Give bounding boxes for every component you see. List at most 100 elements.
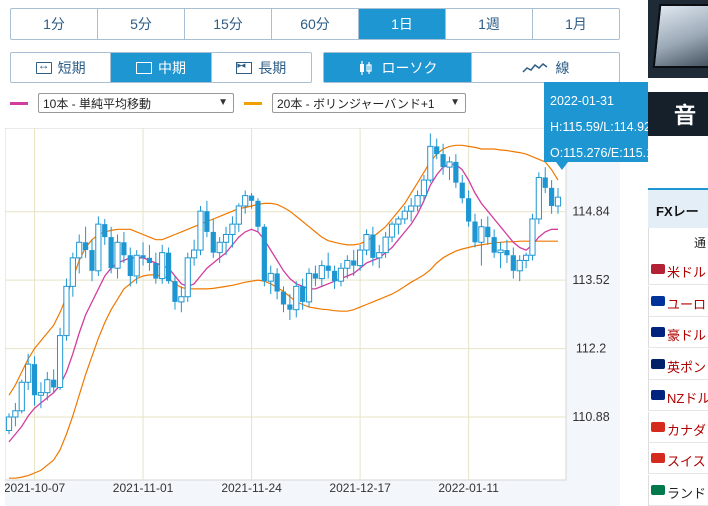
candle-body-down: [434, 146, 440, 155]
candle-body-down: [127, 255, 133, 276]
fx-rate-item[interactable]: 豪ドル: [648, 317, 708, 348]
tab-line[interactable]: 線: [472, 53, 619, 82]
period-tabs: 短期 中期 長期: [10, 52, 312, 83]
ma-swatch: [10, 101, 28, 105]
fx-rate-header: FXレー: [648, 188, 708, 228]
y-axis-ticks: 110.88 112.2 113.52 114.84: [572, 205, 609, 424]
x-tick-label: 2021-10-07: [5, 481, 66, 495]
candle-body-down: [466, 198, 472, 222]
candle-body-down: [440, 154, 446, 168]
candle-body-up: [222, 234, 230, 243]
candle-body-up: [242, 195, 249, 207]
candles: [5, 133, 562, 435]
fx-rate-column: 通: [694, 236, 707, 250]
tab-1month[interactable]: 1月: [565, 16, 587, 32]
x-tick-label: 2021-11-01: [113, 481, 174, 495]
candle-body-down: [261, 226, 267, 282]
candle-body-up: [56, 335, 64, 388]
candle-body-down: [331, 270, 338, 282]
bollinger-select[interactable]: 20本 - ボリンジャーバンド+1 ▼: [272, 93, 466, 113]
fx-rate-item[interactable]: スイス: [648, 443, 708, 474]
candle-body-down: [140, 255, 146, 258]
promo-banner[interactable]: [648, 0, 708, 78]
tab-long-term-label: 長期: [258, 59, 287, 76]
fx-rate-item[interactable]: カナダ: [648, 411, 708, 443]
candle-body-down: [325, 265, 331, 271]
fx-rate-item[interactable]: ランド: [648, 474, 708, 506]
fx-rate-item[interactable]: 米ドル: [648, 254, 708, 285]
candle-body-up: [363, 234, 370, 251]
candle-body-up: [522, 254, 530, 261]
tab-15min[interactable]: 15分: [185, 9, 272, 39]
fx-rate-item[interactable]: 英ポン: [648, 348, 708, 380]
candle-body-up: [191, 249, 198, 259]
tab-1day[interactable]: 1日: [359, 9, 446, 39]
candle-body-up: [535, 176, 542, 220]
fx-rate-item-label: NZドル: [667, 391, 708, 406]
y-tick-label: 114.84: [572, 205, 609, 219]
moving-average: [8, 163, 558, 443]
candle-body-up: [133, 254, 140, 277]
candle-body-down: [370, 234, 376, 258]
candle-body-down: [300, 286, 306, 302]
tab-1min[interactable]: 1分: [11, 9, 98, 39]
fx-rate-item[interactable]: NZドル: [648, 380, 708, 411]
candle-body-up: [44, 379, 51, 394]
fx-rate-subheader: 通: [648, 228, 708, 254]
ma-select[interactable]: 10本 - 単純平均移動 ▼: [38, 93, 234, 113]
fx-rate-item-label: スイス: [667, 454, 706, 469]
candle-body-up: [178, 296, 185, 303]
y-tick-label: 110.88: [572, 410, 609, 424]
candle-body-down: [280, 291, 287, 305]
candle-body-down: [102, 224, 108, 238]
x-tick-label: 2021-12-17: [329, 481, 391, 495]
long-term-icon: [236, 60, 253, 74]
ma10-line: [8, 163, 558, 443]
candle-body-up: [267, 272, 274, 282]
promo-banner-2[interactable]: 音号: [648, 92, 708, 136]
candle-body-down: [485, 226, 491, 238]
candle-body-up: [305, 272, 313, 303]
x-tick-label: 2021-11-24: [221, 481, 282, 495]
candle-body-up: [554, 196, 562, 207]
tab-1week[interactable]: 1週: [446, 9, 533, 39]
fx-rate-title: FXレー: [656, 204, 699, 219]
tab-mid-term-label: 中期: [157, 59, 186, 76]
candle-body-down: [31, 364, 38, 396]
tab-long-term[interactable]: 長期: [212, 53, 311, 82]
tab-60min[interactable]: 60分: [272, 9, 359, 39]
price-chart[interactable]: 110.88 112.2 113.52 114.84 2021-10-07 2021-1…: [4, 127, 620, 506]
candle-body-up: [382, 236, 389, 254]
tab-candlestick[interactable]: ローソク: [324, 53, 472, 82]
candle-body-down: [165, 252, 172, 282]
candle-body-down: [453, 161, 459, 183]
candle-body-up: [63, 285, 70, 337]
x-tick-label: 2022-01-11: [438, 481, 499, 495]
candle-body-up: [95, 223, 102, 272]
candle-body-up: [197, 210, 204, 251]
tab-mid-term[interactable]: 中期: [111, 53, 212, 82]
flag-icon: [651, 327, 665, 337]
candle-body-up: [229, 223, 236, 236]
candle-body-up: [427, 145, 434, 181]
candle-body-up: [497, 249, 504, 254]
candle-body-down: [248, 195, 255, 201]
candle-body-up: [5, 416, 13, 431]
candle-body-up: [401, 210, 408, 220]
flag-icon: [651, 264, 665, 274]
tab-short-term[interactable]: 短期: [11, 53, 112, 82]
candle-body-down: [108, 237, 114, 269]
line-chart-icon: [521, 62, 547, 73]
candle-body-down: [255, 200, 261, 227]
candle-body-down: [121, 242, 127, 256]
laptop-image: [652, 4, 708, 68]
candle-body-up: [414, 195, 421, 207]
candle-body-down: [491, 237, 497, 253]
candle-body-up: [420, 179, 428, 197]
fx-rate-item[interactable]: ユーロ: [648, 285, 708, 317]
indicator-ma: 10本 - 単純平均移動 ▼: [10, 93, 234, 113]
bollinger-swatch: [244, 101, 262, 105]
tab-5min[interactable]: 5分: [98, 9, 185, 39]
candle-body-up: [318, 265, 325, 280]
